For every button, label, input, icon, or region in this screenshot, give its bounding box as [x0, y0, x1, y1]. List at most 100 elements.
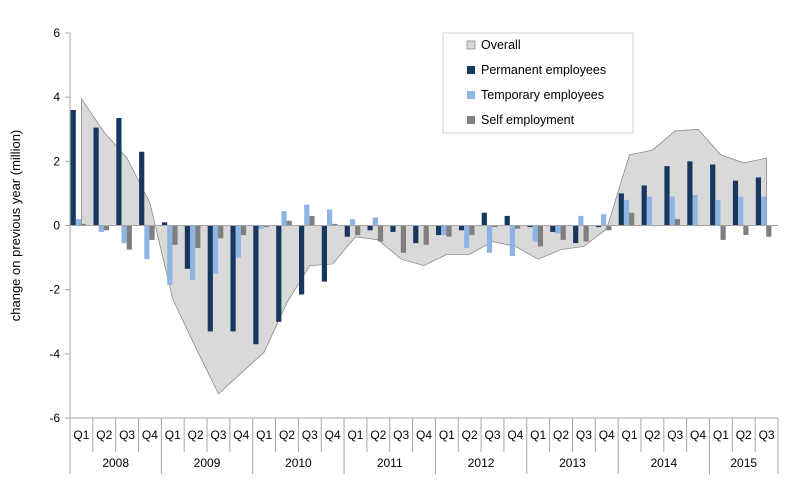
bar-permanent-employees-26 — [664, 166, 670, 226]
bar-temporary-employees-4 — [167, 225, 173, 285]
bar-temporary-employees-30 — [761, 196, 767, 226]
x-tick-label-quarter: Q1 — [347, 428, 363, 442]
x-tick-label-year: 2009 — [194, 456, 221, 470]
bar-self-employment-7 — [240, 225, 247, 236]
bar-self-employment-16 — [446, 225, 452, 237]
legend-swatch-temporary-employees — [467, 91, 475, 99]
bar-permanent-employees-16 — [436, 225, 442, 236]
bar-self-employment-14 — [400, 225, 406, 253]
bar-permanent-employees-24 — [618, 193, 624, 226]
x-tick-label-year: 2012 — [468, 456, 495, 470]
x-tick-label-quarter: Q2 — [279, 428, 295, 442]
legend: Overall Permanent employees Temporary empl… — [442, 32, 634, 134]
bar-self-employment-2 — [126, 225, 132, 250]
x-tick-label-quarter: Q2 — [553, 428, 569, 442]
bar-self-employment-10 — [309, 215, 315, 226]
bar-permanent-employees-20 — [527, 225, 533, 228]
bar-self-employment-1 — [103, 225, 110, 231]
legend-swatch-permanent-employees — [467, 66, 475, 74]
x-tick-label-quarter: Q1 — [73, 428, 89, 442]
bar-self-employment-3 — [149, 225, 155, 240]
y-tick-label: -4 — [49, 347, 60, 361]
bar-self-employment-4 — [172, 225, 178, 245]
x-tick-label-quarter: Q1 — [439, 428, 455, 442]
bar-temporary-employees-0 — [75, 219, 81, 226]
y-tick-label: 2 — [53, 154, 60, 168]
bar-permanent-employees-1 — [93, 127, 99, 226]
bar-self-employment-11 — [332, 223, 338, 226]
x-axis: Q1 Q2 Q3 Q4 Q1 Q2 Q3 Q4 Q1 Q2 Q3 Q4 Q1 Q2 Q3 Q4 Q1 Q2 Q3 Q4… — [69, 417, 779, 474]
bar-self-employment-15 — [423, 225, 429, 245]
bar-permanent-employees-6 — [207, 225, 213, 332]
overall-area — [81, 97, 767, 395]
x-tick-label-quarter: Q3 — [119, 428, 135, 442]
bar-permanent-employees-18 — [481, 212, 487, 226]
x-tick-label-quarter: Q1 — [530, 428, 546, 442]
x-tick-label-year: 2015 — [730, 456, 757, 470]
bar-temporary-employees-12 — [349, 219, 356, 226]
bar-self-employment-12 — [355, 225, 361, 236]
bar-permanent-employees-12 — [344, 225, 350, 237]
bar-permanent-employees-13 — [367, 225, 373, 231]
x-tick-label-quarter: Q1 — [165, 428, 181, 442]
bar-permanent-employees-14 — [390, 225, 396, 232]
y-axis-title: change on previous year (million) — [8, 130, 23, 321]
bar-permanent-employees-4 — [162, 222, 168, 226]
bar-permanent-employees-15 — [413, 225, 419, 244]
bar-permanent-employees-5 — [184, 225, 190, 269]
bar-permanent-employees-28 — [710, 164, 716, 226]
x-tick-label-quarter: Q4 — [690, 428, 706, 442]
bar-temporary-employees-21 — [555, 225, 561, 234]
bar-self-employment-22 — [583, 225, 589, 242]
bar-temporary-employees-8 — [258, 225, 264, 229]
bar-permanent-employees-17 — [458, 225, 465, 231]
bar-temporary-employees-7 — [235, 225, 241, 258]
bar-permanent-employees-21 — [550, 225, 556, 232]
bar-self-employment-13 — [377, 225, 384, 242]
x-tick-label-quarter: Q1 — [622, 428, 638, 442]
y-tick-label: 4 — [53, 90, 60, 104]
bar-self-employment-20 — [537, 225, 543, 247]
bar-temporary-employees-1 — [98, 225, 104, 232]
x-tick-label-quarter: Q4 — [325, 428, 341, 442]
x-tick-label-year: 2014 — [650, 456, 677, 470]
x-tick-label-quarter: Q1 — [713, 428, 729, 442]
x-tick-label-quarter: Q3 — [759, 428, 775, 442]
bar-permanent-employees-22 — [573, 225, 579, 244]
bar-permanent-employees-29 — [732, 180, 739, 226]
bar-self-employment-17 — [469, 225, 475, 236]
x-tick-label-quarter: Q4 — [507, 428, 523, 442]
bar-temporary-employees-11 — [327, 209, 333, 226]
x-tick-label-year: 2011 — [377, 456, 403, 470]
bar-temporary-employees-17 — [464, 225, 470, 248]
x-tick-label-quarter: Q3 — [485, 428, 501, 442]
bar-permanent-employees-8 — [253, 225, 259, 345]
x-tick-label-quarter: Q1 — [256, 428, 272, 442]
bar-temporary-employees-27 — [692, 195, 698, 226]
bar-temporary-employees-29 — [738, 196, 744, 226]
bar-temporary-employees-19 — [509, 225, 515, 256]
bar-permanent-employees-10 — [299, 225, 305, 295]
x-tick-label-quarter: Q3 — [393, 428, 409, 442]
bar-self-employment-24 — [629, 212, 635, 226]
bar-temporary-employees-13 — [372, 217, 378, 226]
bar-permanent-employees-3 — [139, 151, 145, 226]
bar-temporary-employees-18 — [486, 225, 493, 253]
bar-temporary-employees-20 — [532, 225, 538, 242]
bar-temporary-employees-5 — [190, 225, 196, 280]
x-tick-label-quarter: Q2 — [736, 428, 752, 442]
x-tick-label-quarter: Q4 — [142, 428, 158, 442]
bar-self-employment-0 — [81, 223, 87, 226]
x-tick-label-quarter: Q2 — [370, 428, 386, 442]
bar-self-employment-21 — [560, 225, 566, 240]
legend-swatch-overall — [466, 40, 476, 50]
bar-temporary-employees-16 — [441, 225, 447, 236]
bar-self-employment-18 — [492, 225, 498, 228]
bar-temporary-employees-28 — [715, 199, 721, 226]
bar-self-employment-29 — [743, 225, 749, 236]
x-tick-label-quarter: Q3 — [576, 428, 592, 442]
bar-temporary-employees-3 — [144, 225, 150, 260]
bar-permanent-employees-2 — [116, 118, 122, 226]
x-tick-label-quarter: Q2 — [96, 428, 112, 442]
y-tick-label: -6 — [49, 411, 60, 425]
